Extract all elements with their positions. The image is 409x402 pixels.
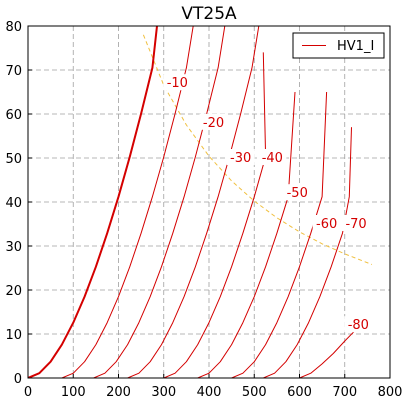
series-curve-8	[299, 331, 355, 378]
series-curve-4	[163, 52, 267, 378]
series-curve-6	[231, 91, 328, 378]
legend: HV1_I	[292, 32, 385, 59]
series-curve-1	[61, 26, 194, 378]
curve-label-bg	[312, 215, 341, 231]
load-line	[142, 34, 373, 265]
x-tick-label: 200	[106, 385, 131, 400]
curve-label-bg	[258, 149, 287, 165]
y-tick-label: 20	[5, 284, 22, 299]
curve-label: -60	[316, 217, 337, 232]
curve-label: -80	[348, 318, 369, 333]
x-tick-label: 600	[287, 385, 312, 400]
x-tick-label: 400	[197, 385, 222, 400]
x-tick-label: 300	[151, 385, 176, 400]
curve-label: -50	[287, 186, 308, 201]
y-tick-label: 70	[5, 64, 22, 79]
x-axis-ticks: 0 100 200 300 400 500 600 700 800	[24, 374, 403, 400]
x-tick-label: 800	[378, 385, 403, 400]
chart-title: VT25A	[181, 4, 237, 24]
series-curve-3	[127, 26, 260, 378]
series-layer	[28, 26, 355, 378]
x-tick-label: 0	[24, 385, 32, 400]
y-tick-label: 0	[14, 372, 22, 387]
curve-label-bg	[283, 184, 312, 201]
y-tick-label: 30	[5, 240, 22, 255]
x-tick-label: 100	[61, 385, 86, 400]
y-tick-label: 50	[5, 152, 22, 167]
series-curve-7	[263, 127, 352, 378]
curve-labels: -10 -20 -30 -40 -50 -60 -70 -80	[163, 74, 373, 333]
curve-label: -70	[345, 217, 366, 232]
x-tick-label: 700	[332, 385, 357, 400]
curve-label-bg	[163, 74, 192, 91]
y-tick-label: 80	[5, 20, 22, 35]
series-curve-2	[93, 26, 226, 378]
load-line-layer	[142, 34, 373, 265]
curve-label-bg	[342, 215, 371, 231]
legend-label: HV1_I	[337, 39, 374, 54]
curve-label: -20	[203, 116, 224, 131]
curve-label: -10	[167, 76, 188, 91]
series-curve-5	[197, 91, 296, 378]
grid	[28, 26, 390, 378]
y-axis-ticks: 0 10 20 30 40 50 60 70 80	[5, 20, 32, 387]
x-tick-label: 500	[242, 385, 267, 400]
y-tick-label: 40	[5, 196, 22, 211]
y-tick-label: 10	[5, 328, 22, 343]
curve-label-bg	[344, 316, 373, 333]
y-tick-label: 60	[5, 108, 22, 123]
curve-label-bg	[199, 113, 228, 130]
curve-label: -40	[262, 151, 283, 166]
curve-label: -30	[230, 151, 251, 166]
curve-label-bg	[226, 149, 255, 165]
series-curve-0	[28, 26, 158, 378]
